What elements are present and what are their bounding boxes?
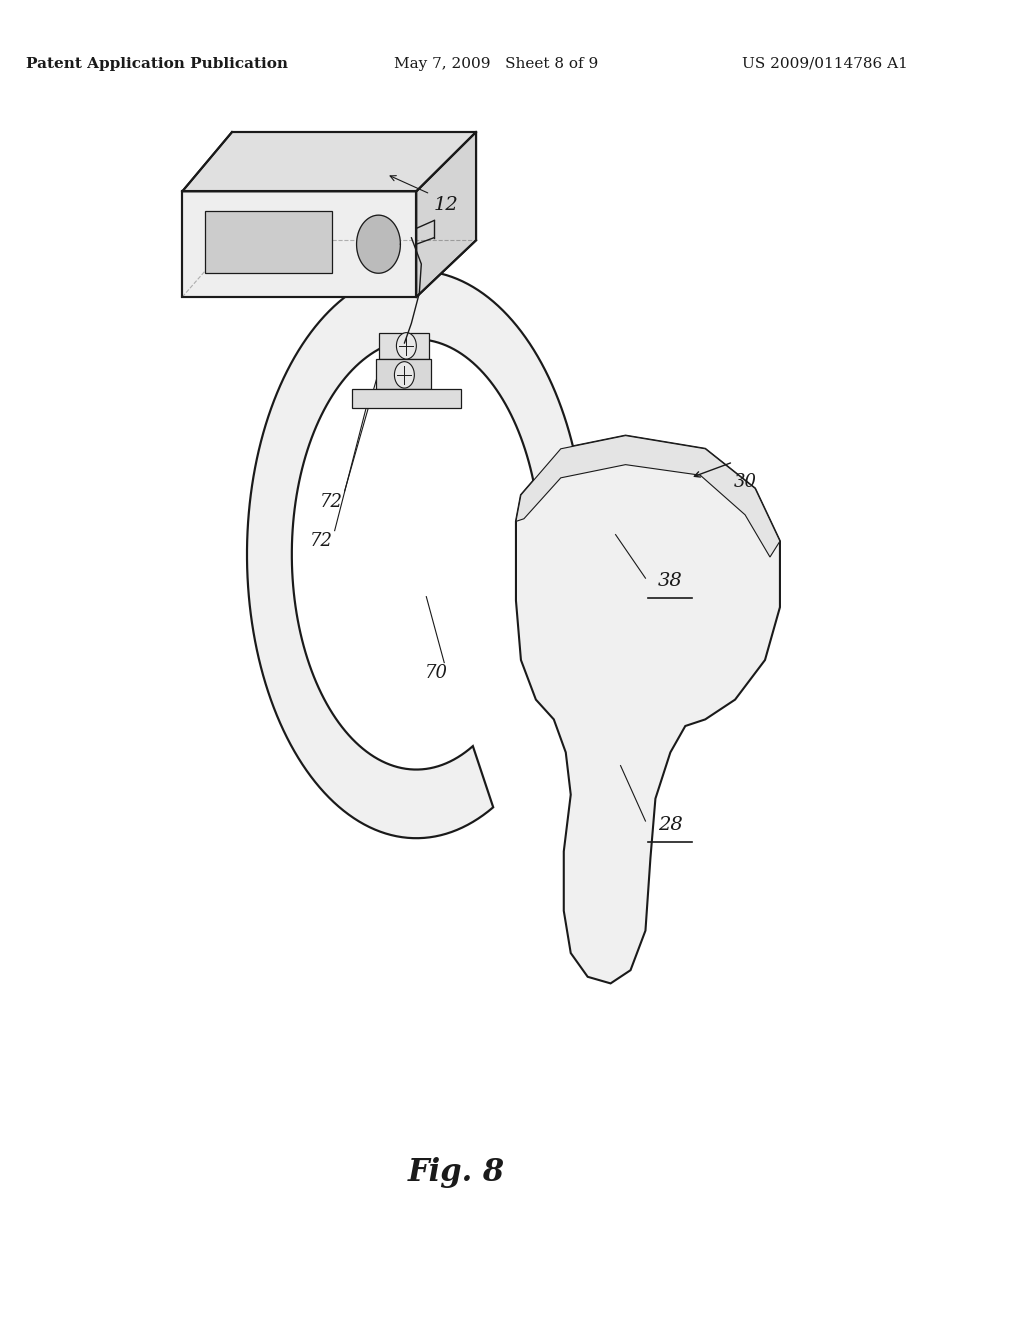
- Polygon shape: [377, 359, 431, 389]
- Text: 72: 72: [310, 532, 333, 550]
- Text: 30: 30: [733, 473, 757, 491]
- Circle shape: [394, 362, 415, 388]
- Polygon shape: [380, 333, 429, 359]
- Circle shape: [396, 333, 417, 359]
- Polygon shape: [182, 132, 476, 191]
- Polygon shape: [247, 271, 578, 838]
- Text: 70: 70: [425, 664, 447, 682]
- Text: May 7, 2009   Sheet 8 of 9: May 7, 2009 Sheet 8 of 9: [394, 57, 598, 71]
- Text: 28: 28: [658, 816, 683, 834]
- Text: Patent Application Publication: Patent Application Publication: [27, 57, 289, 71]
- Text: US 2009/0114786 A1: US 2009/0114786 A1: [741, 57, 907, 71]
- Polygon shape: [182, 191, 417, 297]
- Text: 72: 72: [321, 492, 343, 511]
- Text: 12: 12: [434, 195, 459, 214]
- Polygon shape: [516, 436, 780, 557]
- Polygon shape: [417, 132, 476, 297]
- Text: Fig. 8: Fig. 8: [408, 1156, 505, 1188]
- Text: 38: 38: [658, 572, 683, 590]
- Polygon shape: [351, 389, 461, 408]
- Polygon shape: [205, 211, 332, 273]
- Polygon shape: [516, 436, 780, 983]
- Polygon shape: [356, 215, 400, 273]
